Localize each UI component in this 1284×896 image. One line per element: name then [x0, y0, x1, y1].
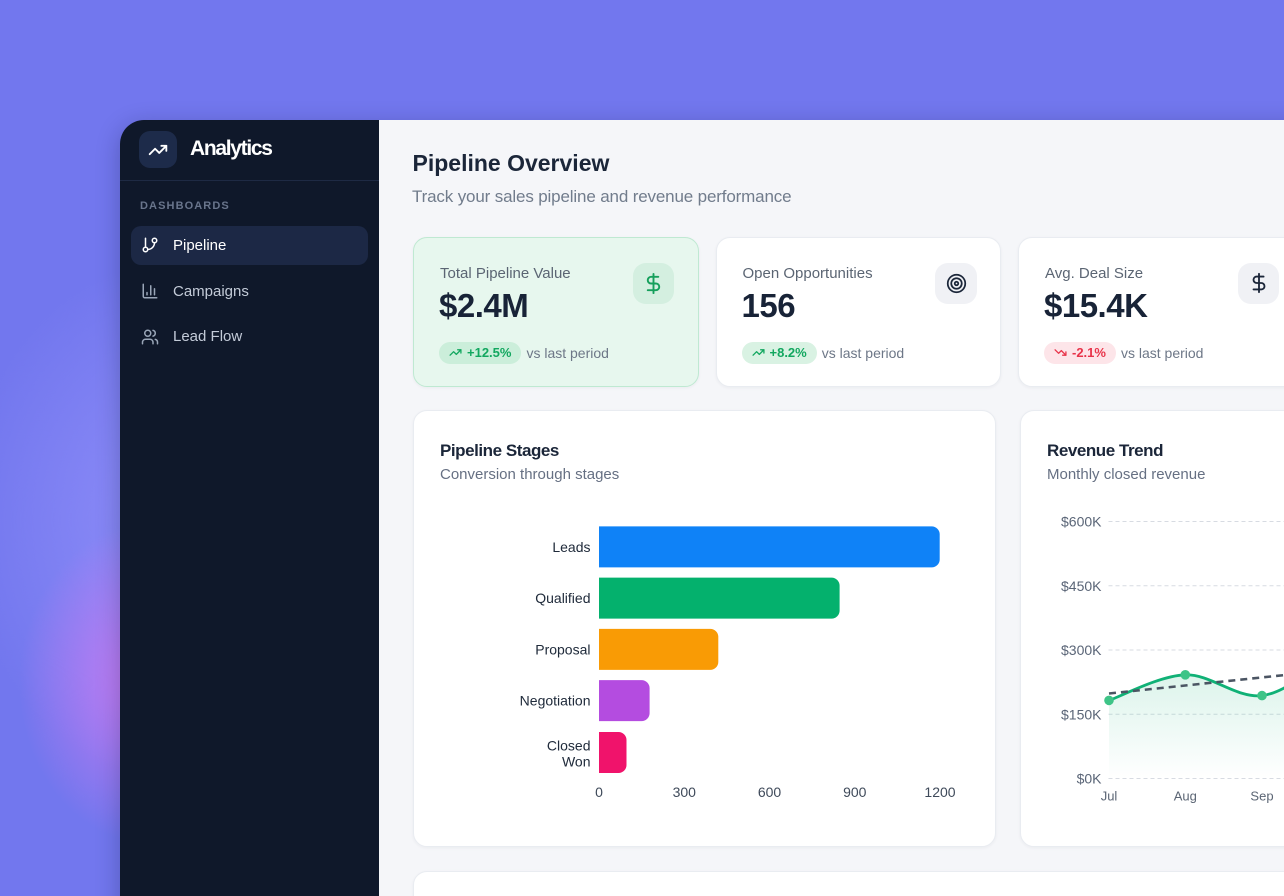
svg-text:Leads: Leads: [552, 539, 590, 555]
svg-text:Qualified: Qualified: [535, 590, 590, 606]
svg-text:Aug: Aug: [1174, 789, 1197, 804]
svg-text:900: 900: [843, 784, 867, 800]
svg-text:$450K: $450K: [1061, 578, 1102, 594]
svg-text:Jul: Jul: [1101, 789, 1118, 804]
svg-text:600: 600: [758, 784, 782, 800]
svg-text:$0K: $0K: [1077, 771, 1103, 787]
svg-text:0: 0: [595, 784, 603, 800]
svg-text:300: 300: [673, 784, 697, 800]
svg-text:Negotiation: Negotiation: [520, 693, 591, 709]
svg-text:Sep: Sep: [1250, 789, 1273, 804]
svg-text:$300K: $300K: [1061, 642, 1102, 658]
svg-text:Won: Won: [562, 754, 591, 770]
svg-text:Proposal: Proposal: [535, 641, 590, 657]
svg-text:Closed: Closed: [547, 738, 591, 754]
svg-text:$150K: $150K: [1061, 706, 1102, 722]
svg-text:$600K: $600K: [1061, 514, 1102, 530]
svg-text:1200: 1200: [924, 784, 955, 800]
